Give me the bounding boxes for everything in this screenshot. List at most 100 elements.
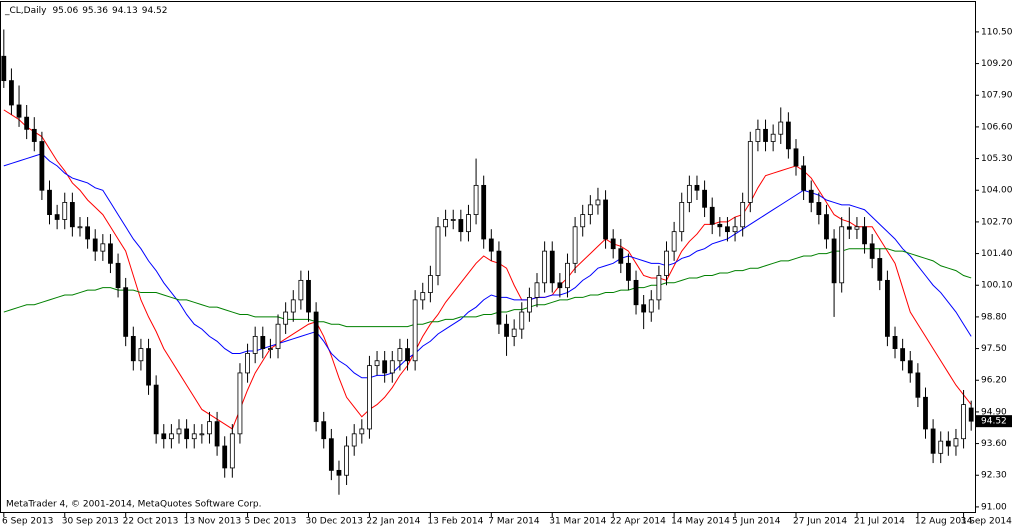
y-tick-label: 102.70 [981, 217, 1013, 227]
candle-body [755, 128, 761, 142]
candle-body [328, 438, 334, 471]
candle-body [199, 433, 205, 436]
candle-body [557, 282, 563, 289]
candle-body [54, 214, 60, 220]
candle-body [176, 428, 182, 435]
footer: MetaTrader 4, © 2001-2014, MetaQuotes So… [6, 500, 262, 510]
y-tick-label: 109.20 [981, 59, 1013, 69]
x-tick-label: 14 May 2014 [671, 517, 730, 527]
candle-body [526, 297, 532, 313]
plot-frame [0, 1, 976, 513]
moving-average-line [3, 109, 972, 430]
candle-body [709, 206, 715, 225]
x-tick-label: 7 Mar 2014 [488, 517, 540, 527]
x-tick-label: 31 Mar 2014 [549, 517, 606, 527]
candle-body [885, 279, 890, 337]
candle-body [77, 226, 83, 229]
candle-body [16, 104, 22, 118]
candle-body [877, 258, 883, 281]
candle-body [694, 184, 700, 191]
candle-body [831, 238, 837, 284]
candle-body [542, 250, 548, 284]
candle-body [298, 279, 304, 301]
candle-body [519, 311, 525, 330]
candle-body [191, 433, 197, 440]
y-tick-label: 100.10 [981, 281, 1013, 291]
candle-body [9, 80, 14, 106]
candle-body [39, 141, 45, 191]
candle-body [717, 223, 723, 228]
candle-body [763, 128, 768, 142]
candle-body [108, 243, 113, 264]
candle-body [648, 299, 654, 313]
candle-body [641, 304, 647, 313]
candle-body [427, 275, 433, 293]
candle-body [168, 433, 174, 440]
candle-body [869, 243, 875, 259]
y-tick-label: 92.30 [981, 471, 1007, 481]
candle-body [466, 214, 471, 233]
x-tick-label: 22 Oct 2013 [123, 517, 179, 527]
price-marker [976, 415, 1012, 428]
candle-body [290, 299, 296, 313]
x-tick-label: 22 Jan 2014 [366, 517, 420, 527]
candle-body [747, 141, 753, 203]
candle-body [92, 238, 98, 252]
candle-body [923, 396, 928, 430]
candle-body [664, 250, 669, 276]
y-tick-label: 106.60 [981, 122, 1013, 132]
candle-body [793, 148, 799, 167]
candle-body [69, 202, 75, 228]
price-marker-label: 94.52 [981, 417, 1007, 427]
open: 95.06 [52, 6, 78, 16]
y-tick-label: 93.60 [981, 439, 1007, 449]
y-tick-label: 107.90 [981, 91, 1013, 101]
high: 95.36 [82, 6, 108, 16]
candle-body [62, 202, 68, 220]
candle-body [397, 348, 403, 362]
candle-body [587, 204, 593, 216]
y-tick-label: 101.40 [981, 249, 1013, 259]
candle-body [816, 202, 822, 216]
candle-body [252, 335, 258, 354]
candle-body [344, 445, 349, 476]
candle-body [450, 219, 456, 221]
candle-body [953, 438, 959, 447]
candle-body [47, 189, 52, 216]
candle-body [930, 428, 936, 454]
y-tick-label: 98.80 [981, 312, 1007, 322]
candle-body [481, 184, 487, 240]
candle-body [854, 226, 860, 230]
candle-body [626, 262, 631, 281]
x-tick-label: 13 Nov 2013 [184, 517, 242, 527]
candle-body [405, 348, 410, 362]
candle-body [824, 214, 829, 240]
x-tick-label: 3 Sep 2014 [961, 517, 1013, 527]
candle-body [565, 262, 570, 289]
candle-body [671, 231, 677, 252]
candle-body [808, 189, 814, 203]
candle-body [435, 226, 441, 276]
candle-body [801, 165, 807, 191]
candle-body [268, 348, 273, 350]
x-tick-label: 30 Dec 2013 [305, 517, 363, 527]
candle-body [603, 199, 608, 240]
candle-body [633, 279, 639, 306]
candle-body [770, 133, 776, 142]
candle-body [130, 335, 136, 362]
candle-body [115, 262, 121, 289]
candle-body [31, 128, 37, 142]
candle-body [785, 121, 791, 150]
candle-body [458, 219, 464, 233]
candle-body [245, 353, 250, 374]
candle-body [656, 275, 662, 301]
y-tick-label: 110.50 [981, 27, 1013, 37]
candle-body [473, 184, 479, 216]
candle-body [945, 440, 951, 447]
candle-body [907, 360, 913, 374]
candle-body [549, 250, 555, 284]
candle-body [595, 199, 601, 206]
candle-body [214, 421, 220, 447]
